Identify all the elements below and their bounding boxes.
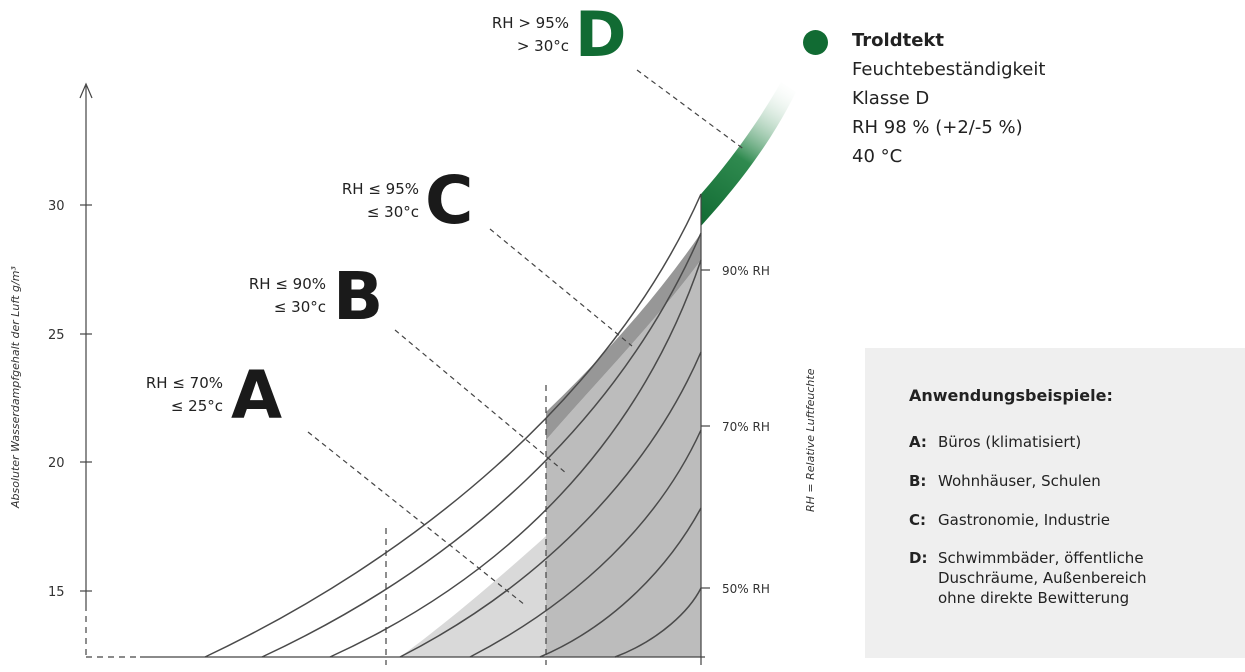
rh-label: 50% RH [722,582,770,596]
svg-text:RH > 95%: RH > 95% [492,14,569,32]
y-axis-arrow [79,82,93,99]
example-text: Wohnhäuser, Schulen [938,472,1101,490]
rh-label: 90% RH [722,264,770,278]
examples-title: Anwendungsbeispiele: [909,386,1113,405]
y-tick-label: 30 [48,199,65,214]
rh-curve [539,507,702,658]
y-tick-label: 15 [48,585,65,600]
svg-text:RH ≤ 70%: RH ≤ 70% [146,374,223,392]
zone-a-shade [400,536,546,657]
class-a-label: RH ≤ 70% ≤ 25°c A [146,357,282,434]
zone-c-shade [546,233,701,440]
class-d-label: RH > 95% > 30°c D [492,0,627,71]
example-item: B: Wohnhäuser, Schulen [909,471,1228,491]
svg-text:A: A [231,357,282,434]
zone-b-shade [546,260,701,657]
y-tick-label: 20 [48,456,65,471]
rh-axis-title: RH = Relative Luftfeuchte [804,368,817,512]
leader-lines [307,69,746,606]
rh-curve [261,232,702,658]
y-tick-label: 25 [48,328,65,343]
svg-text:D: D [575,0,626,71]
rh-label: 70% RH [722,420,770,434]
svg-text:> 30°c: > 30°c [517,37,569,55]
svg-text:≤ 25°c: ≤ 25°c [171,397,223,415]
example-text: Gastronomie, Industrie [938,511,1110,529]
legend-line: Feuchtebeständigkeit [852,59,1046,80]
example-key: C: [909,511,927,529]
rh-curve [469,429,702,658]
examples-panel: Anwendungsbeispiele: A: Büros (klimatisie… [865,348,1245,658]
svg-text:B: B [333,258,383,335]
svg-text:RH ≤ 90%: RH ≤ 90% [249,275,326,293]
class-b-label: RH ≤ 90% ≤ 30°c B [249,258,383,335]
example-key: A: [909,433,927,451]
rh-curve [614,587,702,658]
svg-text:≤ 30°c: ≤ 30°c [274,298,326,316]
example-item: C: Gastronomie, Industrie [909,510,1228,530]
rh-curve [399,351,702,658]
class-c-label: RH ≤ 95% ≤ 30°c C [342,162,474,239]
rh-curves [204,193,702,658]
green-dot-icon [803,30,828,55]
example-text: Büros (klimatisiert) [938,433,1082,451]
example-text: Schwimmbäder, öffentliche Duschräume, Au… [938,549,1147,607]
axes [79,82,705,665]
svg-text:C: C [425,162,473,239]
example-key: B: [909,472,927,490]
legend-line: Klasse D [852,88,930,109]
svg-text:RH ≤ 95%: RH ≤ 95% [342,180,419,198]
legend-line: 40 °C [852,146,903,167]
y-axis-title: Absoluter Wasserdampfgehalt der Luft g/m… [9,266,22,509]
legend-title: Troldtekt [852,30,944,51]
rh-curve [329,259,702,658]
legend-line: RH 98 % (+2/-5 %) [852,117,1023,138]
y-ticks [80,204,710,592]
example-key: D: [909,549,928,567]
example-item: A: Büros (klimatisiert) [909,432,1228,452]
svg-text:≤ 30°c: ≤ 30°c [367,203,419,221]
zone-d-band [701,82,796,226]
rh-curve [204,193,702,658]
example-item: D: Schwimmbäder, öffentliche Duschräume, … [909,548,1188,608]
legend-text: Troldtekt Feuchtebeständigkeit Klasse D … [852,26,1045,171]
